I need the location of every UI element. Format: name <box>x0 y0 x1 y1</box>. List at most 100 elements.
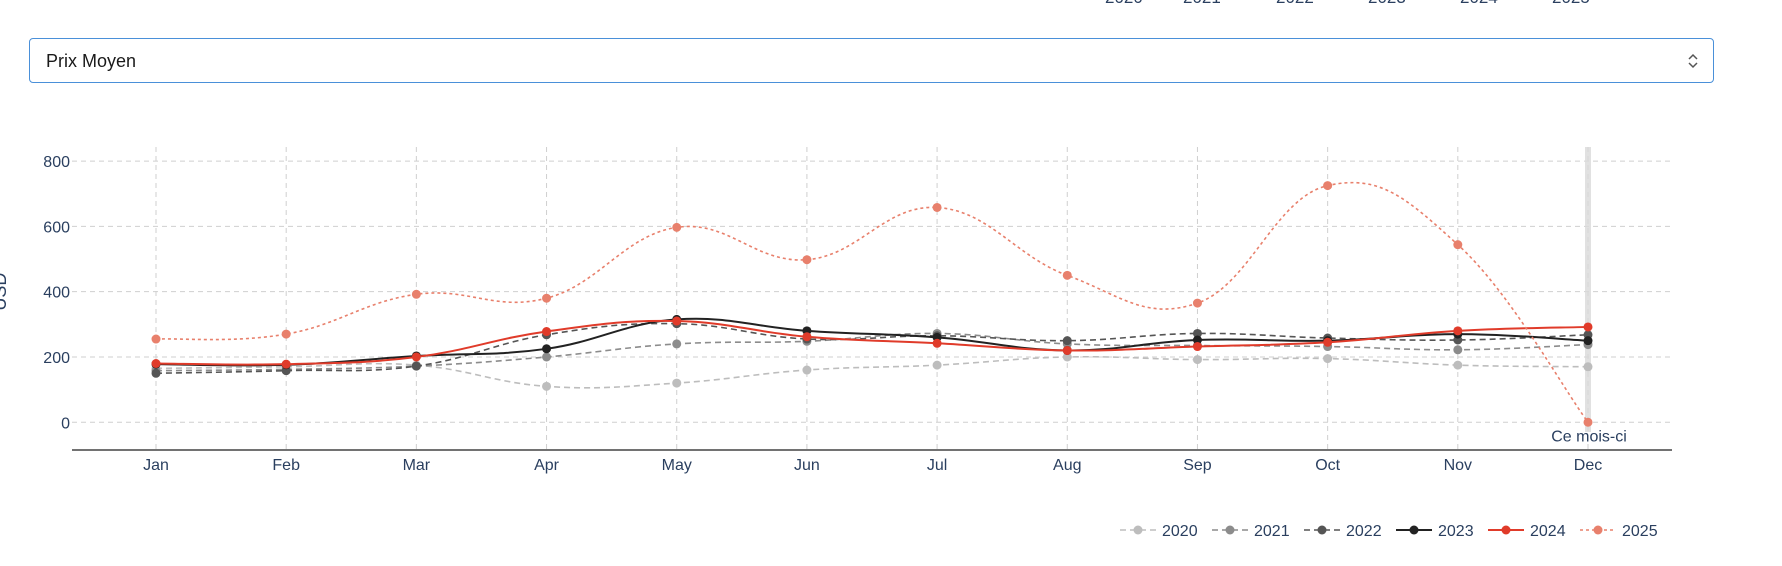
y-tick-label-400: 400 <box>43 285 70 302</box>
top-legend-label-2025: 2025 <box>1552 0 1590 6</box>
top-legend-label-2020: 2020 <box>1105 0 1143 6</box>
series-2024 <box>151 316 1593 369</box>
point-2025-sep <box>1192 298 1202 308</box>
metric-select-value: Prix Moyen <box>46 51 137 71</box>
point-2024-oct <box>1323 337 1333 347</box>
point-2025-may <box>672 222 682 232</box>
top-legend-label-2024: 2024 <box>1460 0 1498 6</box>
point-2025-nov <box>1453 240 1463 250</box>
top-legend-label-2023: 2023 <box>1368 0 1406 6</box>
y-tick-label-600: 600 <box>43 219 70 236</box>
x-tick-label-jul: Jul <box>927 457 947 474</box>
point-2024-feb <box>281 359 291 369</box>
point-2023-sep <box>1192 335 1202 345</box>
point-2021-nov <box>1453 345 1463 355</box>
point-2025-dec <box>1583 417 1593 427</box>
point-2023-apr <box>542 344 552 354</box>
x-tick-label-nov: Nov <box>1444 457 1472 474</box>
x-tick-label-sep: Sep <box>1183 457 1212 474</box>
point-2024-nov <box>1453 326 1463 336</box>
point-2024-jan <box>151 358 161 368</box>
point-2020-may <box>672 378 682 388</box>
point-2025-jul <box>932 202 942 212</box>
legend-label-2022: 2022 <box>1346 523 1382 540</box>
legend-item-2020[interactable]: 2020 <box>1120 523 1198 540</box>
top-legend-label-2022: 2022 <box>1276 0 1314 6</box>
point-2022-mar <box>411 361 421 371</box>
series-2025 <box>151 181 1593 427</box>
legend-marker-2024 <box>1501 525 1511 535</box>
x-gridlines <box>155 147 1589 450</box>
point-2024-mar <box>411 352 421 362</box>
y-gridlines <box>72 160 1672 423</box>
point-2024-jul <box>932 338 942 348</box>
x-tick-label-jun: Jun <box>794 457 820 474</box>
point-2025-jan <box>151 334 161 344</box>
point-2020-jul <box>932 360 942 370</box>
point-2023-dec <box>1583 336 1593 346</box>
point-2024-dec <box>1583 322 1593 332</box>
point-2024-may <box>672 316 682 326</box>
y-tick-label-800: 800 <box>43 154 70 171</box>
current-month-highlight <box>1585 147 1591 432</box>
legend-item-2025[interactable]: 2025 <box>1580 523 1658 540</box>
series-line-2023 <box>155 317 1589 367</box>
x-tick-label-jan: Jan <box>143 457 169 474</box>
point-2020-apr <box>542 381 552 391</box>
x-tick-label-apr: Apr <box>534 457 560 474</box>
point-2022-sep <box>1192 328 1202 338</box>
series-line-2021 <box>155 332 1589 372</box>
point-2025-feb <box>281 329 291 339</box>
point-2025-jun <box>802 255 812 265</box>
legend-item-2023[interactable]: 2023 <box>1396 523 1474 540</box>
point-2025-mar <box>411 289 421 299</box>
y-tick-label-0: 0 <box>61 415 70 432</box>
series-line-2020 <box>155 355 1589 389</box>
legend-label-2021: 2021 <box>1254 523 1290 540</box>
point-2022-jan <box>151 368 161 378</box>
y-tick-label-200: 200 <box>43 350 70 367</box>
x-tick-label-may: May <box>662 457 692 474</box>
point-2024-sep <box>1192 342 1202 352</box>
y-axis-ticks: 0 200 400 600 800 <box>43 154 70 432</box>
point-2020-nov <box>1453 360 1463 370</box>
series-2020 <box>151 352 1593 391</box>
series-lines <box>151 181 1593 427</box>
legend-marker-2022 <box>1317 525 1327 535</box>
x-axis-ticks: Jan Feb Mar Apr May Jun Jul Aug Sep Oct Nov Dec <box>143 457 1602 474</box>
chevron-up-down-icon <box>1688 53 1698 69</box>
x-tick-label-mar: Mar <box>403 457 431 474</box>
point-2020-dec <box>1583 362 1593 372</box>
point-2024-aug <box>1062 345 1072 355</box>
x-tick-label-oct: Oct <box>1315 457 1340 474</box>
y-axis-title: USD <box>0 273 10 311</box>
top-legend-clipped: 2020 2021 2022 2023 2024 2025 <box>1105 0 1750 6</box>
x-tick-label-feb: Feb <box>272 457 300 474</box>
point-2025-aug <box>1062 270 1072 280</box>
point-2020-sep <box>1192 355 1202 365</box>
legend-item-2021[interactable]: 2021 <box>1212 523 1290 540</box>
legend-label-2023: 2023 <box>1438 523 1474 540</box>
legend-label-2020: 2020 <box>1162 523 1198 540</box>
current-month-annotation: Ce mois-ci <box>1551 428 1627 445</box>
point-2024-apr <box>542 327 552 337</box>
legend-marker-2020 <box>1133 525 1143 535</box>
legend[interactable]: 2020 2021 2022 2023 2024 2025 <box>1120 523 1658 540</box>
point-2020-oct <box>1323 354 1333 364</box>
legend-item-2022[interactable]: 2022 <box>1304 523 1382 540</box>
metric-select[interactable]: Prix Moyen <box>29 38 1714 83</box>
series-line-2025 <box>155 181 1589 423</box>
point-2021-apr <box>542 352 552 362</box>
legend-label-2024: 2024 <box>1530 523 1566 540</box>
legend-item-2024[interactable]: 2024 <box>1488 523 1566 540</box>
legend-label-2025: 2025 <box>1622 523 1658 540</box>
point-2020-aug <box>1062 352 1072 362</box>
point-2021-may <box>672 339 682 349</box>
legend-marker-2023 <box>1409 525 1419 535</box>
series-line-2022 <box>155 322 1589 375</box>
point-2025-apr <box>542 293 552 303</box>
point-2022-aug <box>1062 336 1072 346</box>
top-legend-label-2021: 2021 <box>1183 0 1221 6</box>
